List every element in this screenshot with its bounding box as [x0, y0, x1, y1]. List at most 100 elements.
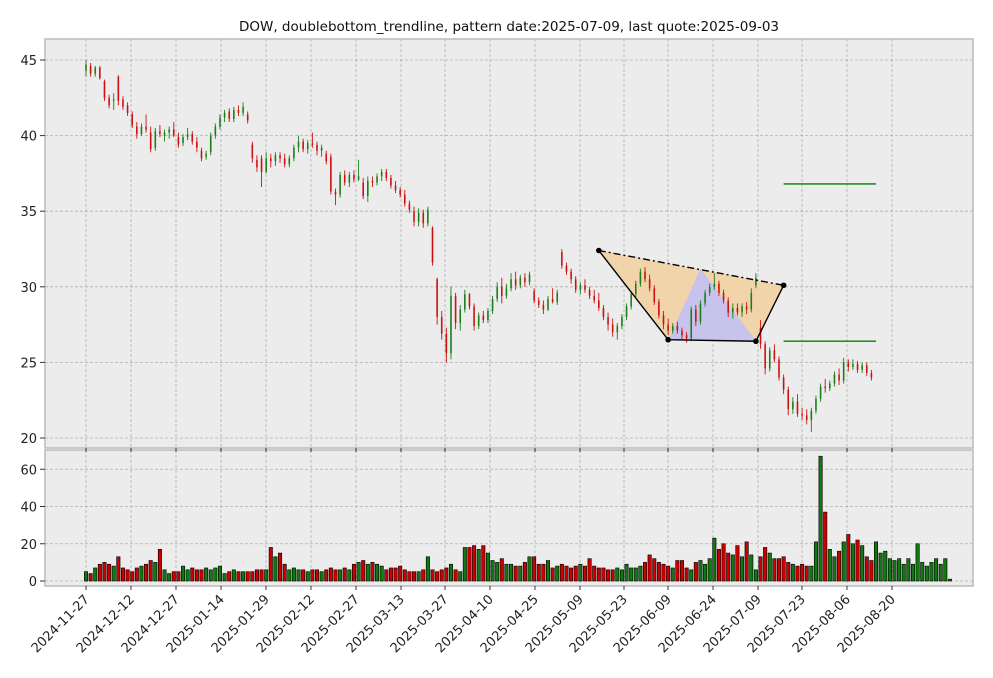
volume-bar — [259, 569, 264, 582]
volume-bar — [231, 569, 236, 582]
candle-body — [270, 158, 272, 162]
candle-body — [528, 274, 531, 283]
candle-body — [436, 279, 438, 318]
candle-body — [440, 317, 443, 334]
volume-bar — [111, 565, 116, 582]
volume-bar — [282, 563, 287, 582]
volume-bar — [522, 562, 527, 582]
volume-bar — [365, 563, 370, 582]
candle-body — [362, 182, 364, 197]
candle-body — [112, 99, 115, 101]
volume-bar — [97, 563, 102, 582]
candle-body — [524, 277, 526, 283]
candle-body — [367, 180, 369, 197]
candle-body — [145, 126, 147, 130]
candle-body — [200, 150, 203, 159]
candle-body — [274, 155, 277, 162]
candle-body — [778, 359, 780, 378]
volume-bar — [740, 556, 745, 582]
volume-bar — [167, 573, 172, 582]
candle-body — [122, 99, 124, 107]
volume-bar — [693, 562, 698, 582]
candle-body — [755, 277, 757, 286]
candle-body — [311, 143, 314, 145]
candle-body — [343, 174, 346, 183]
candle-body — [852, 363, 854, 367]
candle-body — [413, 211, 415, 222]
candle-body — [385, 171, 388, 178]
volume-bar — [495, 562, 500, 582]
candle-body — [565, 265, 568, 272]
volume-bar — [453, 569, 458, 582]
candle-body — [403, 194, 406, 204]
volume-bar — [162, 569, 167, 582]
candle-body — [334, 191, 337, 195]
candle-body — [782, 377, 785, 390]
candle-body — [838, 374, 840, 381]
volume-bar — [227, 571, 232, 582]
candle-body — [103, 81, 106, 98]
candle-body — [667, 324, 669, 331]
volume-bar — [194, 569, 199, 582]
volume-bar — [490, 560, 495, 582]
volume-bar — [190, 567, 195, 582]
volume-bar — [208, 569, 213, 582]
candle-body — [519, 277, 522, 286]
volume-bar — [712, 537, 717, 582]
candle-body — [625, 306, 628, 318]
pattern-point — [753, 338, 759, 345]
candle-body — [695, 309, 697, 322]
candle-body — [191, 134, 194, 142]
volume-bar — [287, 569, 292, 582]
volume-bar — [120, 567, 125, 582]
candle-body — [501, 286, 503, 296]
price-tick-label: 20 — [20, 432, 37, 447]
volume-bar — [624, 563, 629, 582]
volume-bar — [666, 565, 671, 582]
candle-body — [163, 132, 166, 136]
candle-body — [487, 310, 489, 321]
volume-bar — [472, 545, 477, 582]
candle-body — [648, 279, 651, 289]
volume-bar — [721, 543, 726, 582]
volume-bar — [213, 567, 218, 582]
volume-bar — [125, 569, 130, 582]
candle-body — [570, 271, 572, 280]
candle-body — [293, 147, 295, 159]
volume-bar — [920, 562, 925, 582]
candle-body — [464, 294, 466, 310]
candle-body — [621, 317, 623, 327]
candle-body — [219, 117, 221, 127]
volume-bar — [550, 567, 555, 582]
price-tick-label: 30 — [20, 281, 37, 296]
volume-bar — [795, 565, 800, 582]
candle-body — [445, 333, 448, 354]
volume-bar — [809, 565, 814, 582]
volume-bar — [509, 563, 514, 582]
candle-body — [690, 309, 693, 339]
pattern-point — [780, 282, 787, 289]
candle-body — [94, 67, 97, 74]
candle-body — [223, 112, 226, 118]
candle-body — [611, 324, 614, 333]
candle-body — [542, 304, 545, 310]
volume-bar — [504, 563, 509, 582]
candle-body — [159, 131, 161, 135]
volume-bar — [776, 558, 781, 582]
volume-bar — [790, 563, 795, 582]
candle-body — [819, 386, 822, 399]
candle-body — [140, 126, 143, 135]
volume-bar — [638, 565, 643, 582]
candle-body — [805, 415, 808, 420]
volume-bar — [735, 545, 740, 582]
volume-bar — [781, 556, 786, 582]
candle-body — [422, 212, 425, 224]
volume-bar — [827, 549, 832, 582]
candle-body — [154, 131, 157, 148]
volume-bar — [906, 558, 911, 582]
candle-body — [399, 190, 401, 195]
volume-bar — [915, 543, 920, 582]
candle-body — [630, 294, 632, 307]
candle-body — [251, 144, 254, 159]
